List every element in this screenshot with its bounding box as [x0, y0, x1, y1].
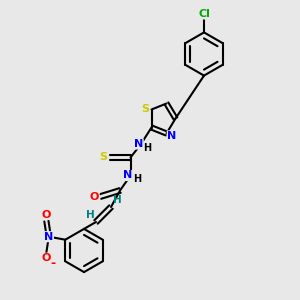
Text: Cl: Cl	[198, 9, 210, 19]
Text: N: N	[134, 139, 143, 149]
Text: N: N	[167, 131, 176, 141]
Text: N: N	[44, 232, 53, 242]
Text: S: S	[99, 152, 107, 163]
Text: O: O	[90, 191, 99, 202]
Text: O: O	[42, 209, 51, 220]
Text: -: -	[50, 257, 56, 270]
Text: H: H	[85, 210, 94, 220]
Text: N: N	[124, 170, 133, 181]
Text: H: H	[143, 142, 152, 153]
Text: H: H	[112, 195, 122, 206]
Text: H: H	[133, 174, 141, 184]
Text: S: S	[142, 104, 149, 115]
Text: O: O	[42, 253, 51, 263]
